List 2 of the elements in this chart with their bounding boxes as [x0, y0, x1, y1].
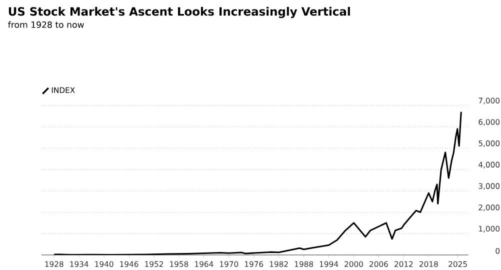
- chart-title: US Stock Market's Ascent Looks Increasingly Vertical: [8, 6, 350, 18]
- chart-subtitle: from 1928 to now: [8, 21, 84, 28]
